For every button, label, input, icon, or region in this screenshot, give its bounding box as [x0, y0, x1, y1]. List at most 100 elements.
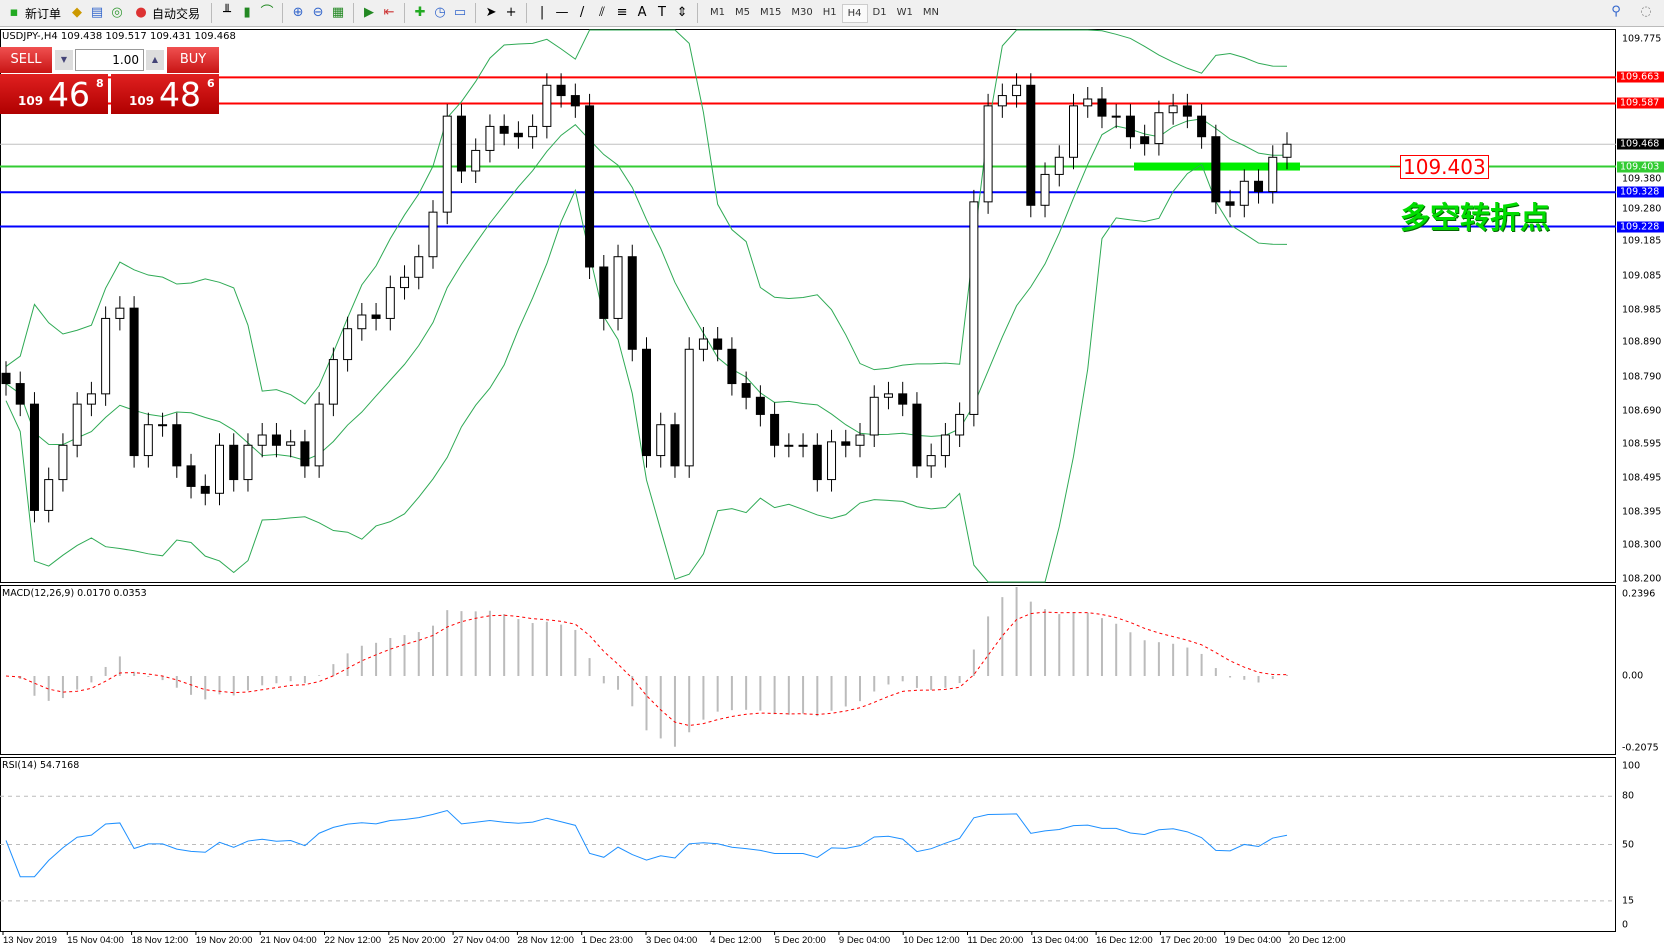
candle-body: [926, 455, 936, 467]
timeframe-m5[interactable]: M5: [735, 6, 751, 18]
time-axis-label: 1 Dec 23:00: [581, 935, 633, 946]
signals-icon[interactable]: ◎: [111, 5, 123, 20]
candle-body: [115, 307, 125, 319]
cursor-icon[interactable]: ➤: [485, 5, 497, 20]
candle-body: [713, 338, 723, 350]
separator: [475, 3, 477, 23]
candle-body: [385, 287, 395, 319]
candle-body: [172, 424, 182, 467]
time-axis-label: 9 Dec 04:00: [838, 935, 891, 946]
candle-body: [300, 441, 310, 467]
trendline-icon[interactable]: /: [579, 5, 585, 20]
sell-price-pips: 46: [48, 75, 90, 114]
price-axis-tick: 108.690: [1622, 405, 1662, 417]
time-axis-label: 28 Nov 12:00: [517, 935, 574, 946]
level-price-label: 109.228: [1617, 221, 1664, 233]
autoscroll-icon[interactable]: ▶: [364, 5, 375, 20]
time-axis-label: 21 Nov 04:00: [260, 935, 317, 946]
buy-price-fraction: 6: [207, 77, 215, 90]
candle-body: [229, 444, 239, 481]
tile-windows-icon[interactable]: ▦: [331, 5, 345, 20]
price-chart-panel[interactable]: [0, 29, 1616, 583]
candle-body: [1211, 136, 1221, 203]
candlestick-icon[interactable]: ▮: [243, 5, 251, 20]
candle-body: [357, 314, 367, 330]
lot-increase-button[interactable]: ▲: [146, 50, 164, 70]
templates-icon[interactable]: ▭: [453, 5, 467, 20]
arrows-icon[interactable]: ⇕: [676, 5, 688, 20]
candle-body: [1040, 173, 1050, 206]
candle-body: [627, 256, 637, 350]
timeframe-m1[interactable]: M1: [710, 6, 726, 18]
candle-body: [15, 383, 25, 405]
candle-body: [955, 413, 965, 436]
timeframe-mn[interactable]: MN: [922, 6, 939, 18]
price-axis-tick: 109.380: [1622, 173, 1662, 185]
lot-size-input[interactable]: 1.00: [75, 49, 144, 71]
candle-body: [841, 441, 851, 446]
candle-body: [827, 441, 837, 481]
new-chart-icon[interactable]: ✚: [414, 5, 426, 20]
candle-body: [869, 396, 879, 436]
timeframe-h4[interactable]: H4: [841, 3, 868, 23]
sell-price[interactable]: 109 46 8: [0, 74, 108, 114]
candle-body: [1125, 115, 1135, 138]
candle-body: [186, 465, 196, 487]
candle-body: [940, 434, 950, 457]
reversal-point-annotation[interactable]: 多空转折点: [1400, 201, 1550, 236]
candle-body: [371, 314, 381, 319]
separator: [526, 3, 528, 23]
text-icon[interactable]: A: [637, 5, 647, 20]
separator: [697, 3, 699, 23]
price-annotation-label[interactable]: 109.403: [1400, 155, 1489, 179]
timeframe-h1[interactable]: H1: [822, 6, 837, 18]
candle-body: [1182, 105, 1192, 117]
bar-chart-icon[interactable]: ╨: [223, 5, 231, 20]
global-variables-icon[interactable]: ▤: [90, 5, 104, 20]
sell-button[interactable]: SELL: [0, 47, 52, 73]
timeframe-bar: M1 M5 M15 M30 H1 H4 D1 W1 MN: [705, 3, 944, 23]
horizontal-line-icon[interactable]: —: [555, 5, 569, 20]
timeframe-m30[interactable]: M30: [791, 6, 813, 18]
candle-body: [698, 338, 708, 350]
timeframe-w1[interactable]: W1: [896, 6, 913, 18]
equidistant-channel-icon[interactable]: ⫽: [599, 5, 605, 20]
search-icon[interactable]: ⚲: [1611, 4, 1621, 19]
candle-body: [855, 434, 865, 446]
vertical-line-icon[interactable]: |: [539, 5, 545, 20]
lot-decrease-button[interactable]: ▼: [55, 50, 73, 70]
line-chart-icon[interactable]: ⌒: [260, 5, 274, 20]
crosshair-icon[interactable]: +: [505, 5, 517, 20]
macd-panel[interactable]: [0, 585, 1616, 755]
candle-body: [898, 393, 908, 405]
buy-button[interactable]: BUY: [167, 47, 219, 73]
candle-body: [684, 348, 694, 467]
time-axis-label: 13 Nov 2019: [3, 935, 57, 946]
fibonacci-icon[interactable]: ≡: [616, 5, 628, 20]
chat-icon[interactable]: ◌: [1640, 4, 1652, 19]
zoom-out-icon[interactable]: ⊖: [312, 5, 324, 20]
chart-shift-icon[interactable]: ⇤: [383, 5, 395, 20]
text-label-icon[interactable]: T: [658, 5, 666, 20]
candle-body: [798, 444, 808, 447]
history-center-icon[interactable]: ◆: [72, 5, 83, 20]
new-order-button[interactable]: ▪ 新订单: [2, 3, 65, 24]
time-axis-label: 18 Nov 12:00: [131, 935, 189, 946]
timeframe-d1[interactable]: D1: [872, 6, 887, 18]
bollinger-band-line: [5, 29, 1288, 405]
time-axis-label: 11 Dec 20:00: [967, 935, 1024, 946]
time-axis-label: 13 Dec 04:00: [1031, 935, 1089, 946]
buy-price[interactable]: 109 48 6: [111, 74, 219, 114]
auto-trading-button[interactable]: ● 自动交易: [129, 3, 204, 24]
candle-body: [143, 424, 153, 457]
macd-axis-tick: -0.2075: [1622, 742, 1659, 754]
candle-body: [1140, 136, 1150, 145]
rsi-axis-tick: 80: [1622, 790, 1635, 802]
zoom-in-icon[interactable]: ⊕: [292, 5, 304, 20]
candle-body: [101, 317, 111, 395]
timeframe-m15[interactable]: M15: [760, 6, 782, 18]
periods-icon[interactable]: ◷: [434, 5, 446, 20]
candle-body: [784, 444, 794, 447]
buy-price-big: 109: [129, 94, 155, 108]
